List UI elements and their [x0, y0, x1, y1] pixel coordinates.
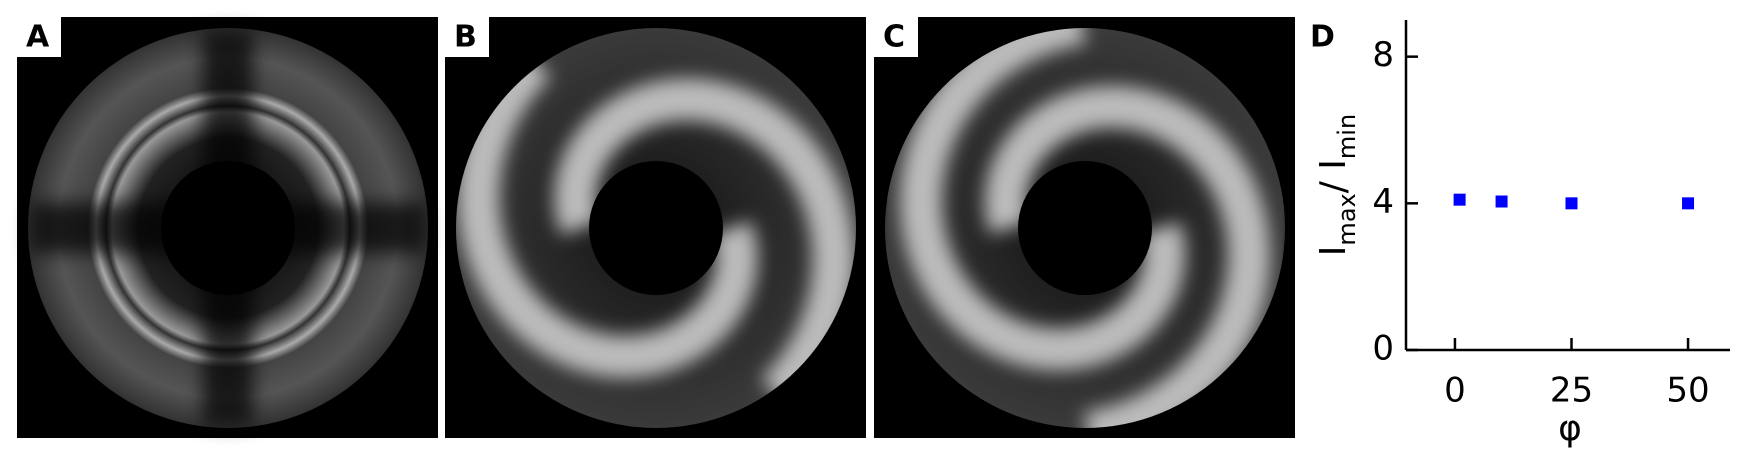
x-tick-label: 25 [1550, 371, 1593, 411]
x-tick-label: 0 [1444, 371, 1466, 411]
panel-label: A [26, 20, 50, 55]
x-axis-label: φ [1558, 408, 1582, 449]
point [1565, 197, 1578, 210]
spiral-arm [899, 28, 1186, 371]
label-box [17, 17, 61, 57]
y-label-text: I [1313, 246, 1354, 257]
y-label-text: / I [1313, 159, 1354, 193]
panel-b: B [445, 17, 866, 438]
point [1495, 195, 1508, 208]
label-box [874, 17, 918, 57]
spiral-arms [899, 28, 1271, 428]
spiral-arm [984, 85, 1271, 428]
panel-a: A [17, 17, 438, 438]
center-hole [161, 161, 295, 295]
y-axis-label: Imax/ Imin [1313, 114, 1361, 256]
spiral-arm [554, 78, 855, 408]
y-tick-label: 4 [1372, 182, 1394, 222]
center-hole [589, 161, 723, 295]
panel-c: C [874, 17, 1295, 438]
y-label-subscript: max [1333, 193, 1361, 245]
point [1453, 193, 1466, 206]
center-hole [1018, 161, 1152, 295]
panel-label: B [454, 20, 477, 55]
y-tick-label: 0 [1372, 329, 1394, 369]
y-tick-label: 8 [1372, 35, 1394, 75]
panel-label: D [1310, 20, 1335, 55]
point [1682, 197, 1695, 210]
chart-d: D Imax/ Imin φ 0 4 8 0 25 50 [1310, 20, 1730, 449]
x-tick-label: 50 [1666, 371, 1709, 411]
label-box [445, 17, 489, 57]
panel-label: C [883, 20, 905, 55]
spiral-arms [457, 48, 855, 408]
spiral-arm [457, 48, 758, 378]
y-label-subscript: min [1333, 114, 1361, 159]
